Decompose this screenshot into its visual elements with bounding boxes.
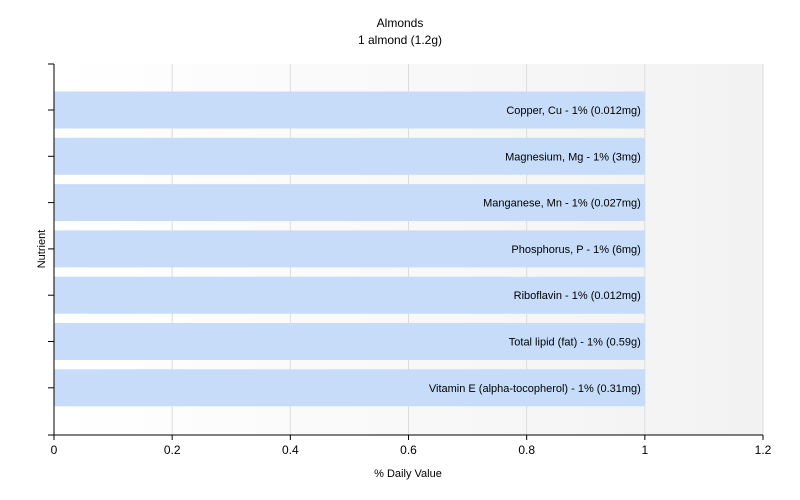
y-axis-label: Nutrient <box>36 230 48 269</box>
x-tick-label: 0.8 <box>518 443 535 457</box>
bar-label: Manganese, Mn - 1% (0.027mg) <box>483 198 641 210</box>
x-tick-label: 1 <box>641 443 648 457</box>
x-axis-label: % Daily Value <box>374 468 442 480</box>
bar <box>54 230 645 268</box>
x-tick-label: 0 <box>51 443 58 457</box>
bar <box>54 323 645 360</box>
bar <box>54 184 645 222</box>
chart-subtitle: 1 almond (1.2g) <box>358 33 442 47</box>
bar-label: Vitamin E (alpha-tocopherol) - 1% (0.31m… <box>429 383 641 395</box>
bar <box>54 276 645 314</box>
bars: Copper, Cu - 1% (0.012mg) Magnesium, Mg -… <box>54 91 645 407</box>
bar-label: Magnesium, Mg - 1% (3mg) <box>505 151 641 163</box>
bar-label: Copper, Cu - 1% (0.012mg) <box>506 105 641 117</box>
axes: 0 0.2 0.4 0.6 0.8 1 1.2 <box>48 63 772 457</box>
x-tick-label: 0.2 <box>164 443 181 457</box>
bar-label: Phosphorus, P - 1% (6mg) <box>511 244 640 256</box>
chart-title: Almonds <box>377 16 424 30</box>
x-tick-label: 1.2 <box>755 443 772 457</box>
bar <box>54 369 645 407</box>
x-tick-label: 0.6 <box>400 443 417 457</box>
bar <box>54 137 645 175</box>
bar-label: Riboflavin - 1% (0.012mg) <box>514 290 641 302</box>
bar-label: Total lipid (fat) - 1% (0.59g) <box>509 337 641 349</box>
bar <box>54 91 645 129</box>
x-tick-label: 0.4 <box>282 443 299 457</box>
